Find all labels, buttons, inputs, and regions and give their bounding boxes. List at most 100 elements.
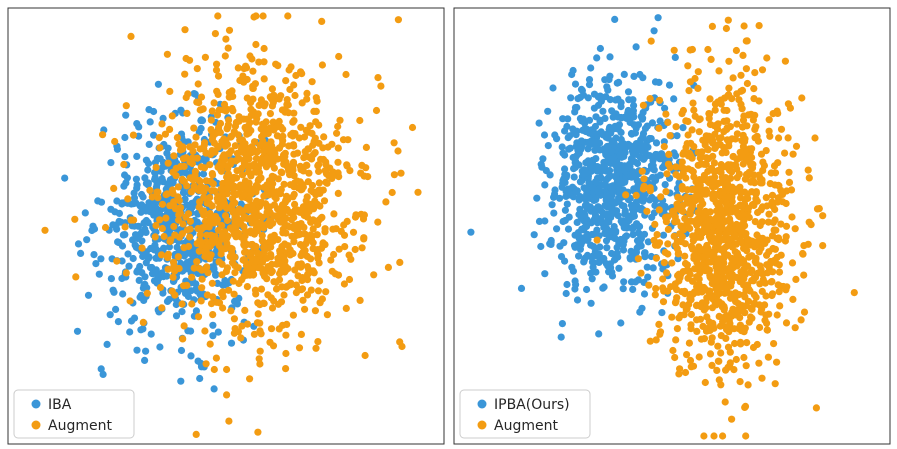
scatter-point <box>132 175 140 183</box>
scatter-point <box>766 180 774 188</box>
points-layer <box>467 14 858 440</box>
scatter-point <box>716 274 725 282</box>
scatter-point <box>647 164 656 172</box>
scatter-point <box>598 164 606 172</box>
scatter-point <box>724 193 732 201</box>
scatter-point <box>360 235 368 243</box>
scatter-point <box>260 44 268 53</box>
scatter-point <box>599 284 607 292</box>
scatter-point <box>316 202 324 210</box>
scatter-point <box>673 245 681 253</box>
scatter-point <box>297 123 305 131</box>
scatter-point <box>719 255 728 263</box>
scatter-point <box>714 228 723 236</box>
scatter-point <box>120 160 128 169</box>
scatter-point <box>609 154 618 162</box>
scatter-point <box>675 314 683 322</box>
scatter-point <box>183 226 191 234</box>
scatter-point <box>269 342 278 350</box>
scatter-point <box>741 309 749 317</box>
scatter-point <box>748 153 756 162</box>
scatter-point <box>209 180 217 188</box>
scatter-point <box>659 298 668 306</box>
scatter-point <box>247 162 255 170</box>
scatter-point <box>752 190 760 198</box>
scatter-point <box>157 251 166 259</box>
scatter-point <box>145 253 153 261</box>
scatter-point <box>655 320 663 328</box>
scatter-point <box>613 243 621 251</box>
legend-label-series-0: IPBA(Ours) <box>494 397 570 413</box>
scatter-point <box>341 243 349 251</box>
scatter-point <box>758 203 767 211</box>
scatter-point <box>704 167 712 175</box>
scatter-point <box>570 173 578 181</box>
scatter-point <box>281 240 289 248</box>
scatter-point <box>706 95 714 103</box>
scatter-point <box>615 78 623 86</box>
scatter-point <box>227 147 235 155</box>
scatter-point <box>213 111 222 119</box>
legend-label-series-1: Augment <box>494 418 558 434</box>
scatter-point <box>561 206 570 214</box>
scatter-point <box>189 176 197 184</box>
scatter-point <box>707 338 715 346</box>
scatter-point <box>208 214 216 222</box>
scatter-point <box>683 186 691 194</box>
scatter-point <box>126 297 134 305</box>
scatter-point <box>608 148 616 156</box>
scatter-point <box>205 200 214 208</box>
legend-marker-series-1 <box>477 420 487 430</box>
scatter-point <box>321 228 329 236</box>
scatter-point <box>541 270 549 278</box>
scatter-point <box>295 134 303 142</box>
scatter-point <box>717 134 725 142</box>
scatter-point <box>121 153 129 161</box>
scatter-point <box>227 244 235 252</box>
scatter-point <box>643 207 651 215</box>
scatter-point <box>135 276 143 284</box>
scatter-point <box>787 186 796 194</box>
scatter-point <box>590 230 598 238</box>
scatter-point <box>593 54 601 62</box>
scatter-point <box>744 381 752 389</box>
scatter-point <box>709 152 717 160</box>
scatter-point <box>241 227 249 235</box>
scatter-point <box>676 204 684 212</box>
scatter-point <box>232 297 240 306</box>
scatter-point <box>192 133 200 141</box>
scatter-point <box>247 105 255 113</box>
scatter-point <box>663 287 672 295</box>
scatter-point <box>627 278 636 286</box>
scatter-point <box>769 202 777 210</box>
scatter-point <box>197 183 205 191</box>
scatter-point <box>713 141 721 149</box>
scatter-point <box>172 300 180 309</box>
scatter-point <box>736 378 744 386</box>
scatter-point <box>228 201 237 209</box>
legend-label-series-1: Augment <box>48 418 112 434</box>
scatter-point <box>578 117 586 125</box>
scatter-point <box>61 174 69 182</box>
scatter-point <box>553 225 561 233</box>
scatter-point <box>585 81 594 89</box>
scatter-point <box>133 181 141 189</box>
scatter-point <box>133 346 141 354</box>
scatter-point <box>689 237 698 245</box>
scatter-point <box>208 187 216 195</box>
scatter-point <box>652 336 660 344</box>
scatter-point <box>744 204 753 212</box>
scatter-point <box>372 106 381 115</box>
scatter-point <box>138 244 146 252</box>
scatter-point <box>811 134 819 142</box>
scatter-point <box>670 232 678 240</box>
scatter-point <box>628 154 636 163</box>
scatter-point <box>312 94 320 102</box>
scatter-point <box>129 200 137 208</box>
scatter-point <box>357 210 365 218</box>
scatter-point <box>763 319 771 327</box>
scatter-point <box>277 252 285 260</box>
scatter-point <box>334 122 342 131</box>
scatter-point <box>229 277 237 285</box>
scatter-point <box>544 107 552 115</box>
